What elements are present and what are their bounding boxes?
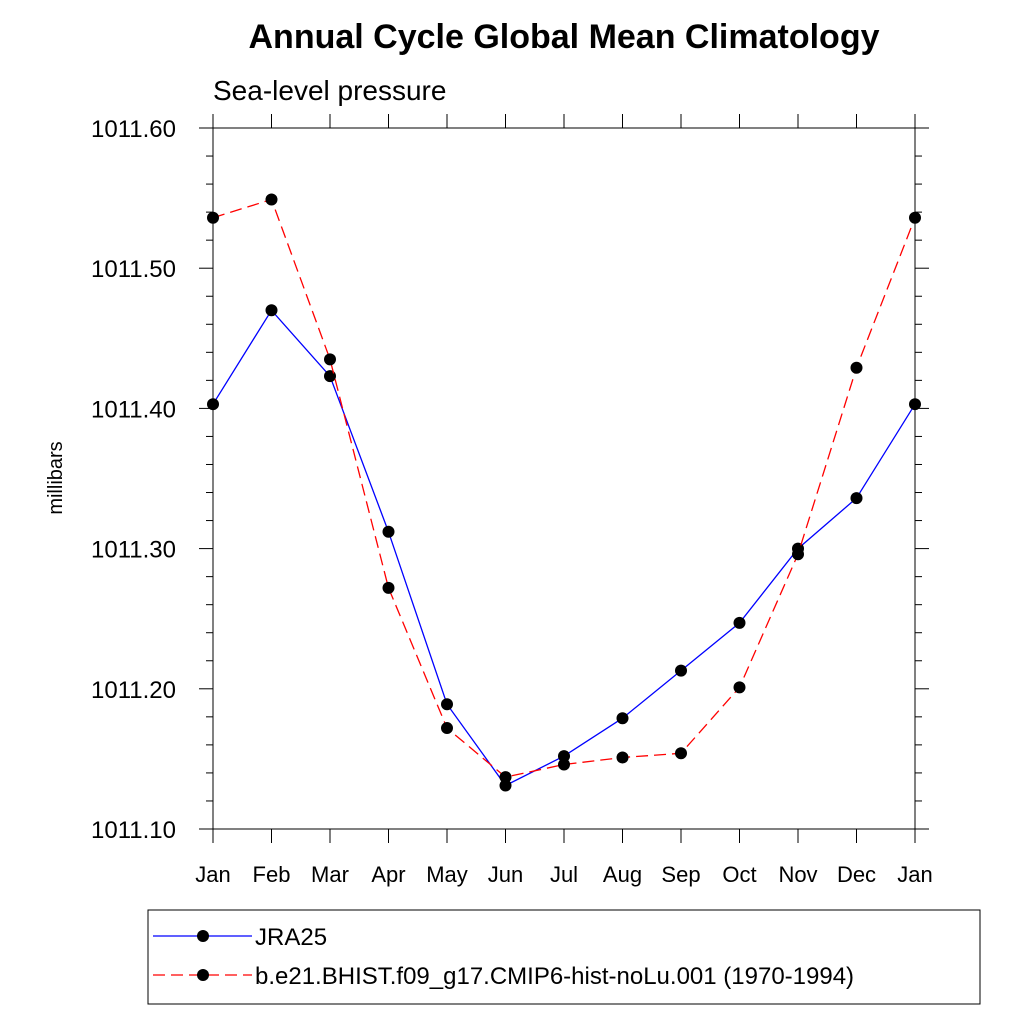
series-2-point: [382, 581, 395, 594]
y-tick-label: 1011.50: [91, 256, 176, 283]
x-tick-label: Dec: [837, 862, 876, 887]
series-1-point: [265, 304, 278, 317]
series-1-point: [558, 750, 570, 763]
series-2-point: [616, 751, 629, 764]
y-axis-label: millibars: [45, 441, 67, 514]
series-2-point: [265, 193, 278, 206]
series-1-point: [499, 779, 512, 792]
series-1-point: [616, 712, 629, 725]
series-2-point: [324, 353, 336, 366]
chart-title: Annual Cycle Global Mean Climatology: [249, 18, 880, 56]
legend-label-1: JRA25: [255, 924, 327, 951]
y-tick-label: 1011.10: [91, 817, 176, 844]
x-tick-label: Jan: [897, 862, 932, 887]
series-1-point: [733, 616, 746, 629]
legend-box: [147, 909, 981, 1005]
x-tick-label: Jul: [550, 862, 578, 887]
series-1-point: [909, 398, 921, 411]
legend-marker-1: [197, 930, 209, 942]
y-tick-label: 1011.20: [91, 677, 176, 704]
series-1-point: [207, 398, 219, 411]
series-2-point: [441, 722, 453, 735]
plot-frame: [212, 127, 916, 830]
series-1-point: [675, 664, 687, 677]
x-tick-label: Oct: [722, 862, 756, 887]
series-2-point: [499, 771, 512, 784]
x-tick-label: Aug: [603, 862, 642, 887]
legend-label-2: b.e21.BHIST.f09_g17.CMIP6-hist-noLu.001 …: [255, 963, 854, 990]
legend-marker-2: [197, 969, 209, 981]
series-line-1: [212, 309, 916, 787]
series-layer: [207, 193, 921, 792]
series-2-point: [558, 758, 570, 771]
series-2-point: [207, 211, 219, 224]
legend: JRA25 b.e21.BHIST.f09_g17.CMIP6-hist-noLu…: [153, 924, 854, 990]
chart-subtitle: Sea-level pressure: [213, 75, 446, 106]
series-1-point: [382, 525, 395, 538]
series-1-point: [441, 698, 453, 711]
series-line-2: [212, 198, 916, 778]
y-tick-label: 1011.30: [91, 537, 176, 564]
y-tick-label: 1011.40: [91, 396, 176, 423]
series-2-point: [733, 681, 746, 694]
y-tick-label: 1011.60: [91, 116, 176, 143]
x-tick-label: May: [426, 862, 468, 887]
series-2-point: [850, 361, 863, 374]
x-tick-label: Sep: [661, 862, 700, 887]
series-2-point: [675, 747, 687, 760]
x-tick-label: Jan: [195, 862, 230, 887]
series-2-point: [909, 211, 921, 224]
series-2-point: [792, 548, 804, 561]
axis-ticks: [199, 114, 929, 843]
x-tick-label: Nov: [778, 862, 817, 887]
x-tick-label: Mar: [311, 862, 349, 887]
y-tick-labels: 1011.10 1011.20 1011.30 1011.40 1011.50 1011.…: [91, 116, 176, 844]
x-tick-label: Feb: [253, 862, 291, 887]
x-tick-label: Apr: [371, 862, 405, 887]
x-tick-label: Jun: [488, 862, 523, 887]
series-1-point: [850, 492, 863, 505]
series-1-point: [324, 370, 336, 383]
x-tick-labels: Jan Feb Mar Apr May Jun Jul Aug Sep Oct Nov Dec Jan: [195, 862, 932, 887]
